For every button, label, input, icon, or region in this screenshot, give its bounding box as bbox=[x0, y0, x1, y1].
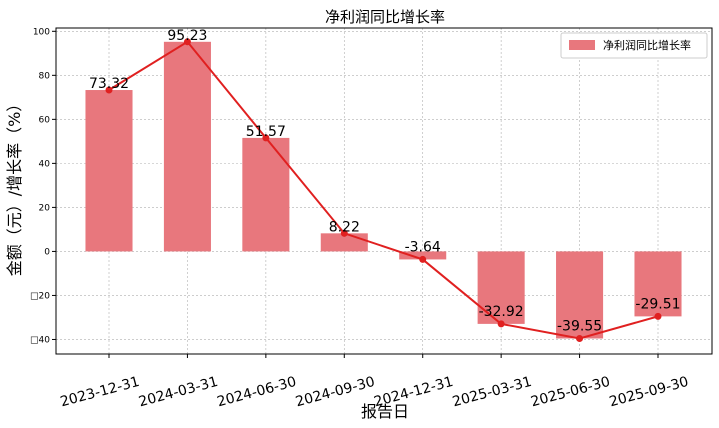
bar bbox=[556, 251, 604, 339]
trend-point bbox=[497, 320, 505, 328]
bar bbox=[163, 41, 211, 252]
x-tick-label: 2024-03-31 bbox=[137, 374, 220, 411]
data-label: 51.57 bbox=[246, 124, 286, 140]
trend-point bbox=[654, 312, 662, 320]
bar bbox=[634, 251, 682, 317]
legend: 净利润同比增长率 bbox=[560, 32, 708, 59]
trend-point bbox=[105, 86, 113, 94]
y-tick-label: 0 bbox=[44, 247, 50, 257]
trend-point bbox=[262, 134, 270, 142]
y-tick-label: 40 bbox=[39, 159, 51, 169]
y-axis: 100 80 60 40 20 0 □20 □40 bbox=[30, 27, 56, 345]
data-label: 8.22 bbox=[329, 219, 360, 235]
y-axis-label: 金额（元）/增长率（%） bbox=[5, 96, 24, 277]
data-labels: 73.32 95.23 51.57 8.22 -3.64 -32.92 -39.55 -29.… bbox=[89, 28, 681, 335]
bars bbox=[85, 41, 682, 339]
trend-line bbox=[105, 38, 662, 342]
trend-point bbox=[419, 255, 427, 263]
data-label: 95.23 bbox=[167, 28, 207, 44]
trend-line-path bbox=[108, 40, 659, 340]
x-tick-label: 2024-06-30 bbox=[215, 374, 298, 411]
bar bbox=[399, 251, 447, 260]
x-tick-label: 2025-03-31 bbox=[451, 374, 534, 411]
trend-point bbox=[340, 229, 348, 237]
x-tick-label: 2025-06-30 bbox=[529, 374, 612, 411]
x-tick-label: 2025-09-30 bbox=[608, 374, 691, 411]
y-tick-label: 60 bbox=[39, 115, 51, 125]
plot-frame bbox=[55, 27, 713, 355]
data-label: -3.64 bbox=[405, 239, 441, 255]
data-label: -29.51 bbox=[635, 296, 680, 312]
x-axis-label: 报告日 bbox=[361, 402, 409, 421]
data-label: -39.55 bbox=[557, 318, 602, 334]
x-tick-label: 2024-12-31 bbox=[372, 374, 455, 411]
data-label: -32.92 bbox=[479, 304, 524, 320]
trend-point bbox=[183, 38, 191, 46]
bar bbox=[242, 137, 290, 252]
data-label: 73.32 bbox=[89, 76, 129, 92]
x-tick-label: 2023-12-31 bbox=[59, 374, 142, 411]
y-tick-label: □40 bbox=[30, 335, 50, 345]
legend-box bbox=[560, 32, 708, 59]
trend-point bbox=[576, 334, 584, 342]
legend-swatch bbox=[569, 40, 595, 50]
legend-label: 净利润同比增长率 bbox=[603, 38, 691, 52]
grid bbox=[56, 28, 712, 354]
y-tick-label: 20 bbox=[39, 203, 51, 213]
x-axis: 2023-12-312024-03-312024-06-302024-09-30… bbox=[59, 354, 691, 411]
chart-title: 净利润同比增长率 bbox=[325, 8, 445, 26]
y-tick-label: 80 bbox=[39, 71, 51, 81]
y-tick-label: 100 bbox=[33, 27, 50, 37]
bar bbox=[85, 90, 133, 252]
y-tick-label: □20 bbox=[30, 291, 50, 301]
